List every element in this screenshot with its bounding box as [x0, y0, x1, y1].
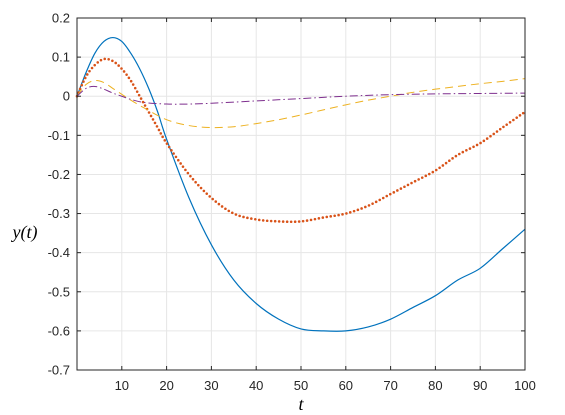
- series-layer: [75, 36, 527, 332]
- tick-marks: [77, 17, 526, 371]
- grid-lines: [77, 17, 526, 371]
- y-tick-label: -0.5: [48, 284, 70, 299]
- x-tick-label: 60: [339, 378, 353, 393]
- x-axis-label: t: [298, 394, 304, 414]
- x-tick-label: 80: [428, 378, 442, 393]
- y-tick-label: -0.6: [48, 323, 70, 338]
- x-tick-label: 30: [204, 378, 218, 393]
- x-tick-label: 40: [249, 378, 263, 393]
- x-tick-label: 90: [473, 378, 487, 393]
- y-tick-label: 0.1: [52, 50, 70, 65]
- y-axis-label: y(t): [11, 222, 38, 243]
- x-tick-label: 70: [383, 378, 397, 393]
- y-tick-label: 0.2: [52, 11, 70, 26]
- series-line-3-dashed: [76, 78, 526, 129]
- x-tick-label: 10: [115, 378, 129, 393]
- y-tick-label: -0.3: [48, 206, 70, 221]
- y-tick-label: -0.2: [48, 167, 70, 182]
- tick-labels: 10 20 30 40 50 60 70 80 90 100 0.2 0.1 0 -0.1 -0.2 -0.3…: [48, 11, 536, 394]
- x-tick-label: 100: [514, 378, 536, 393]
- y-axis-label-text: y(t): [11, 222, 38, 243]
- series-line-1-solid: [76, 36, 526, 332]
- y-tick-label: -0.4: [48, 245, 70, 260]
- series-line-2-dotted: [75, 57, 527, 224]
- y-tick-label: 0: [63, 89, 70, 104]
- x-tick-label: 20: [159, 378, 173, 393]
- y-tick-label: -0.1: [48, 128, 70, 143]
- y-tick-label: -0.7: [48, 363, 70, 378]
- x-tick-label: 50: [294, 378, 308, 393]
